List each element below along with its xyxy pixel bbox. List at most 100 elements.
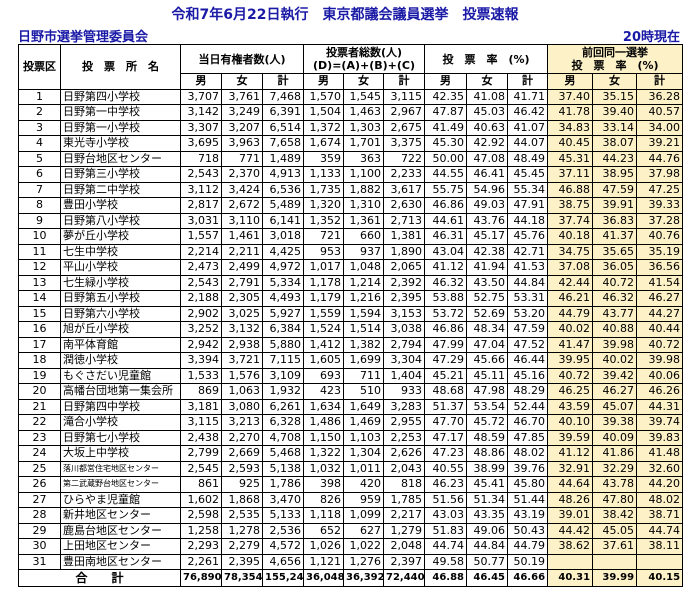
data-row: 11 七生中学校 2,214 2,211 4,425 953 937 1,890 43.04 42…	[18, 243, 684, 260]
data-cell: 3,181	[180, 398, 222, 415]
data-row: 18 潤徳小学校 3,394 3,721 7,115 1,605 1,699 3,304 47.…	[18, 352, 684, 369]
data-cell: 1,322	[303, 445, 344, 462]
group-header: 前回同一選挙 投 票 率 (%)	[547, 44, 684, 74]
data-cell: 1,278	[221, 522, 263, 539]
data-cell: 1,545	[343, 88, 384, 105]
data-cell: 41.08	[466, 88, 509, 105]
data-cell: 47.98	[466, 383, 509, 400]
district-no: 9	[18, 212, 61, 229]
data-cell: 47.87	[424, 104, 468, 121]
polling-place: 鹿島台地区センター	[60, 522, 181, 539]
data-cell: 1,303	[343, 119, 384, 136]
data-cell: 46.21	[547, 290, 594, 307]
data-cell: 37.28	[636, 212, 684, 229]
data-cell: 50.43	[507, 522, 549, 539]
data-cell: 44.76	[636, 150, 684, 167]
data-cell: 2,438	[180, 429, 222, 446]
data-cell: 39.98	[592, 336, 638, 353]
data-cell: 861	[180, 476, 222, 493]
district-no: 31	[18, 553, 61, 570]
data-cell: 2,817	[180, 197, 222, 214]
data-cell: 3,110	[221, 212, 263, 229]
district-no: 14	[18, 290, 61, 307]
data-cell: 44.55	[424, 166, 468, 183]
data-cell: 42.38	[466, 243, 509, 260]
data-cell: 40.44	[636, 321, 684, 338]
data-cell: 1,557	[180, 228, 222, 245]
data-cell: 1,178	[303, 274, 344, 291]
sub-header: 計	[262, 73, 304, 90]
data-cell: 35.65	[592, 243, 638, 260]
data-cell: 5,133	[262, 507, 304, 524]
data-cell: 53.88	[424, 290, 468, 307]
data-cell: 48.29	[507, 383, 549, 400]
data-cell: 2,535	[221, 507, 263, 524]
data-cell: 45.11	[466, 367, 509, 384]
data-cell: 2,955	[382, 414, 426, 431]
data-cell: 4,572	[262, 538, 304, 555]
data-cell: 1,605	[303, 352, 344, 369]
data-row: 13 七生緑小学校 2,543 2,791 5,334 1,178 1,214 2,392 46…	[18, 274, 684, 291]
data-cell: 3,142	[180, 104, 222, 121]
data-cell: 41.54	[636, 274, 684, 291]
data-row: 7 日野第二中学校 3,112 3,424 6,536 1,735 1,882 3,617 55…	[18, 181, 684, 198]
data-cell: 363	[343, 150, 384, 167]
data-cell: 1,785	[382, 491, 426, 508]
data-cell: 45.21	[424, 367, 468, 384]
data-row: 31 豊田南地区センター 2,261 2,395 4,656 1,121 1,276 2,39…	[18, 553, 684, 570]
data-cell: 44.42	[547, 522, 594, 539]
data-cell: 818	[382, 476, 426, 493]
data-cell: 47.29	[424, 352, 468, 369]
data-cell: 771	[221, 150, 263, 167]
district-no: 15	[18, 305, 61, 322]
data-cell: 47.04	[466, 336, 509, 353]
data-cell: 44.23	[592, 150, 638, 167]
data-cell: 3,025	[221, 305, 263, 322]
data-cell: 45.45	[507, 166, 549, 183]
data-cell: 1,735	[303, 181, 344, 198]
data-cell: 925	[221, 476, 263, 493]
data-cell: 51.37	[424, 398, 468, 415]
data-cell: 3,707	[180, 88, 222, 105]
data-cell: 40.31	[547, 569, 594, 587]
data-cell: 3,283	[382, 398, 426, 415]
data-cell: 43.78	[592, 476, 638, 493]
data-row: 3 日野第一小学校 3,307 3,207 6,514 1,372 1,303 2,675 41…	[18, 119, 684, 136]
data-cell: 2,253	[382, 429, 426, 446]
data-cell: 1,469	[343, 414, 384, 431]
data-cell: 2,626	[382, 445, 426, 462]
data-cell: 869	[180, 383, 222, 400]
data-cell: 39.83	[636, 429, 684, 446]
data-cell: 3,721	[221, 352, 263, 369]
polling-place: 滝合小学校	[60, 414, 181, 431]
data-cell: 48.86	[466, 445, 509, 462]
data-cell: 5,334	[262, 274, 304, 291]
district-no: 30	[18, 538, 61, 555]
data-row: 1 日野第四小学校 3,707 3,761 7,468 1,570 1,545 3,115 42…	[18, 88, 684, 105]
data-cell: 40.55	[424, 460, 468, 477]
district-no: 11	[18, 243, 61, 260]
data-cell: 49.06	[466, 522, 509, 539]
data-cell: 3,018	[262, 228, 304, 245]
data-cell: 2,217	[382, 507, 426, 524]
data-cell: 49.58	[424, 553, 468, 570]
data-cell: 2,065	[382, 259, 426, 276]
data-cell: 45.05	[592, 522, 638, 539]
data-cell: 44.84	[507, 274, 549, 291]
district-no: 2	[18, 104, 61, 121]
data-cell: 510	[343, 383, 384, 400]
data-cell: 37.98	[636, 166, 684, 183]
data-cell: 41.94	[466, 259, 509, 276]
data-cell: 47.23	[424, 445, 468, 462]
data-cell: 2,370	[221, 166, 263, 183]
data-cell: 1,649	[343, 398, 384, 415]
data-cell: 1,032	[303, 460, 344, 477]
polling-place: 上田地区センター	[60, 538, 181, 555]
column-header: 投 票 所 名	[60, 44, 181, 90]
data-row: 15 日野第六小学校 2,902 3,025 5,927 1,559 1,594 3,153 5…	[18, 305, 684, 322]
data-cell: 1,320	[303, 197, 344, 214]
sub-header: 計	[382, 73, 426, 90]
data-cell: 1,404	[382, 367, 426, 384]
data-row: 22 滝合小学校 3,115 3,213 6,328 1,486 1,469 2,955 47.…	[18, 414, 684, 431]
data-cell: 47.91	[507, 197, 549, 214]
